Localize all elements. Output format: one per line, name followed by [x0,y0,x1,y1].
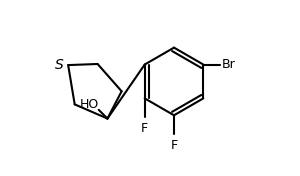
Text: Br: Br [221,58,235,71]
Text: S: S [55,58,63,72]
Text: F: F [170,139,178,152]
Text: HO: HO [79,98,98,111]
Text: F: F [141,122,148,135]
